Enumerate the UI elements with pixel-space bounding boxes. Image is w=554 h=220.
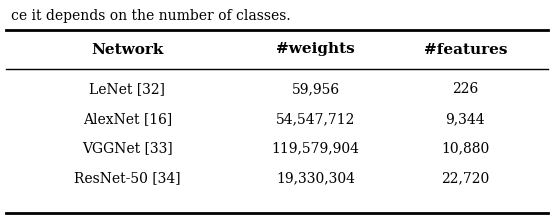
Text: 119,579,904: 119,579,904 xyxy=(272,141,360,156)
Text: #weights: #weights xyxy=(276,42,355,57)
Text: 19,330,304: 19,330,304 xyxy=(276,171,355,185)
Text: ce it depends on the number of classes.: ce it depends on the number of classes. xyxy=(11,9,291,23)
Text: LeNet [32]: LeNet [32] xyxy=(89,82,166,96)
Text: #features: #features xyxy=(424,42,507,57)
Text: ResNet-50 [34]: ResNet-50 [34] xyxy=(74,171,181,185)
Text: 54,547,712: 54,547,712 xyxy=(276,112,356,126)
Text: 9,344: 9,344 xyxy=(445,112,485,126)
Text: 10,880: 10,880 xyxy=(441,141,490,156)
Text: 226: 226 xyxy=(452,82,479,96)
Text: 59,956: 59,956 xyxy=(292,82,340,96)
Text: AlexNet [16]: AlexNet [16] xyxy=(83,112,172,126)
Text: 22,720: 22,720 xyxy=(441,171,490,185)
Text: Network: Network xyxy=(91,42,163,57)
Text: VGGNet [33]: VGGNet [33] xyxy=(82,141,173,156)
